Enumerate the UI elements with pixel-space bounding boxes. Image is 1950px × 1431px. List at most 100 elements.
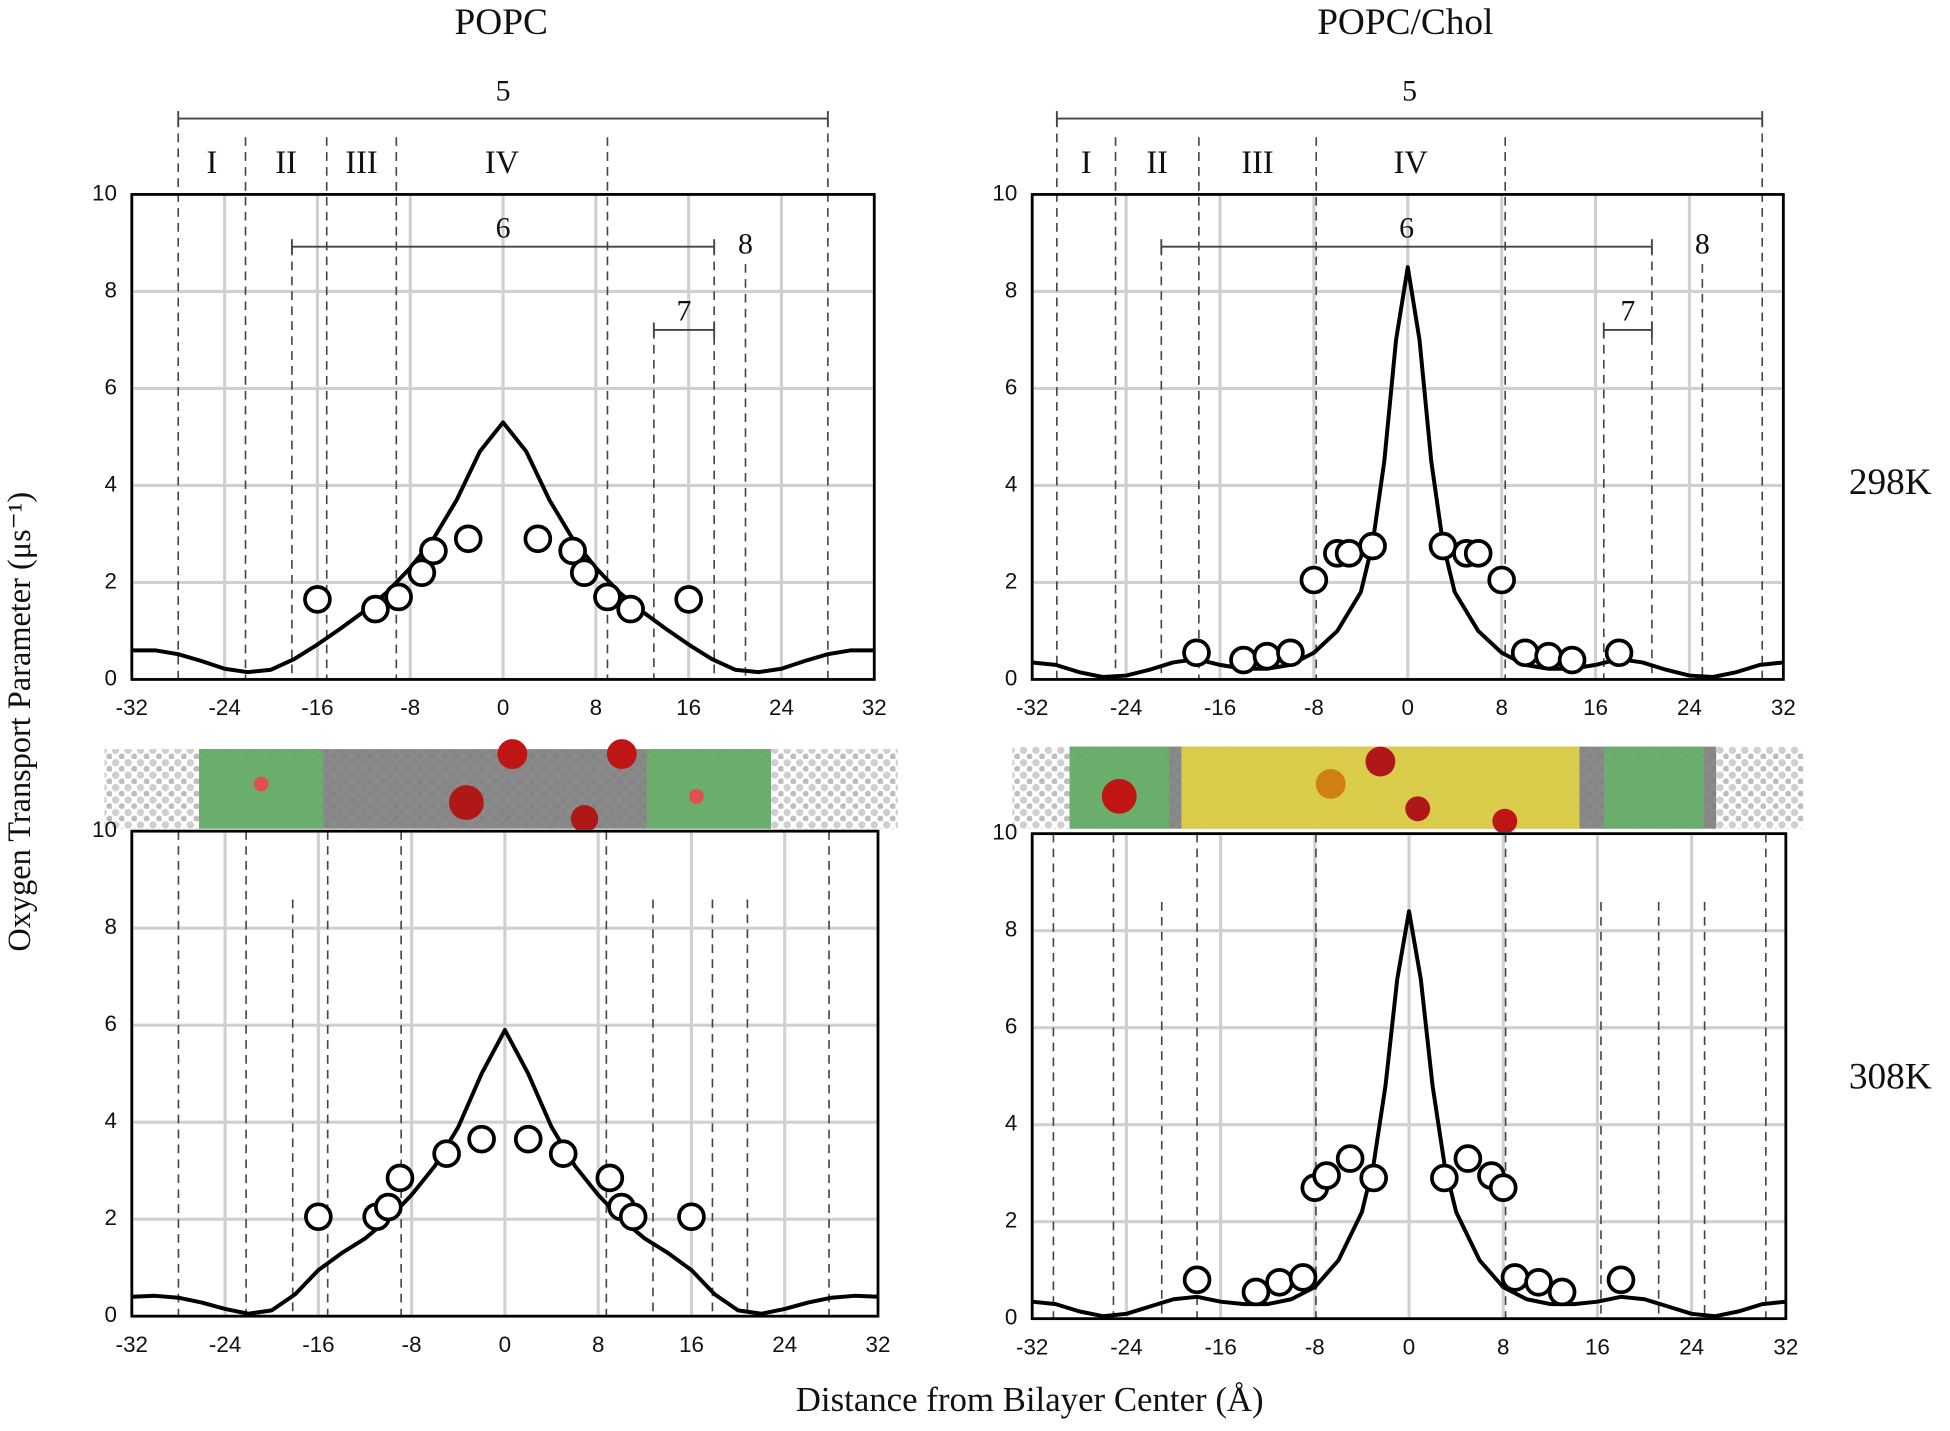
x-tick-label: 0 (1403, 1334, 1415, 1359)
data-point (304, 1202, 333, 1232)
x-tick-label: -16 (1204, 1334, 1236, 1359)
y-tick-label: 10 (992, 820, 1017, 845)
curve (131, 1028, 879, 1316)
x-tick-label: 24 (772, 1332, 797, 1357)
data-point (1229, 645, 1258, 675)
x-tick-label: 0 (497, 695, 509, 720)
data-point (1488, 1173, 1518, 1203)
y-tick-label: 4 (1005, 471, 1017, 496)
x-tick-label: 16 (1585, 1334, 1610, 1359)
x-tick-label: 32 (866, 1332, 891, 1357)
data-point (467, 1124, 496, 1154)
y-tick-label: 2 (1005, 1208, 1017, 1233)
y-tick-label: 6 (1005, 1014, 1017, 1039)
x-axis-label: Distance from Bilayer Center (Å) (796, 1380, 1264, 1419)
data-point (385, 1163, 415, 1193)
column-title: POPC/Chol (1317, 2, 1493, 43)
y-tick-label: 6 (104, 1011, 116, 1036)
data-point (1453, 1144, 1483, 1173)
data-point (374, 1192, 403, 1222)
region-label: I (206, 144, 217, 180)
data-point (1487, 565, 1516, 595)
y-tick-label: 4 (104, 1108, 116, 1133)
y-tick-label: 8 (104, 277, 116, 302)
curve (131, 420, 875, 675)
x-tick-label: -32 (1016, 1334, 1048, 1359)
region-label: II (275, 144, 297, 180)
data-point (432, 1139, 461, 1168)
x-tick-label: -8 (1305, 1334, 1325, 1359)
data-point (1534, 641, 1563, 671)
x-tick-label: -16 (302, 1332, 334, 1357)
region-label: III (1241, 144, 1273, 180)
data-point (1606, 1265, 1636, 1295)
data-point (1547, 1277, 1577, 1307)
x-tick-label: -24 (1110, 1334, 1142, 1359)
curve (1032, 909, 1787, 1319)
data-point (303, 585, 332, 614)
x-tick-label: -24 (208, 695, 240, 720)
y-tick-label: 8 (1005, 277, 1017, 302)
y-tick-label: 8 (1005, 917, 1017, 942)
y-tick-label: 2 (1005, 568, 1017, 593)
x-tick-label: 16 (679, 1332, 704, 1357)
x-tick-label: -32 (116, 695, 148, 720)
x-tick-label: 32 (1771, 695, 1796, 720)
y-tick-label: 10 (92, 180, 117, 205)
x-tick-label: 8 (592, 1332, 604, 1357)
data-point (1182, 638, 1211, 668)
x-tick-label: -32 (116, 1332, 148, 1357)
data-point (616, 594, 645, 624)
region-label: I (1081, 144, 1092, 180)
x-tick-label: 16 (1583, 695, 1608, 720)
span-label: 6 (496, 211, 511, 244)
y-tick-label: 8 (104, 914, 116, 939)
data-point (1334, 539, 1364, 568)
y-tick-label: 10 (92, 817, 117, 842)
data-point (419, 536, 448, 566)
region-label: IV (485, 144, 519, 180)
x-tick-label: 32 (862, 695, 887, 720)
data-point (569, 558, 599, 588)
x-tick-label: -16 (1204, 695, 1236, 720)
curve (1032, 265, 1784, 679)
data-point (558, 536, 587, 566)
column-title: POPC (455, 2, 548, 43)
data-point (1335, 1144, 1365, 1173)
data-point (1312, 1161, 1341, 1190)
y-tick-label: 4 (1005, 1111, 1017, 1136)
data-point (1428, 531, 1458, 561)
region-label: IV (1394, 144, 1428, 180)
x-tick-label: -8 (400, 695, 420, 720)
y-tick-label: 0 (104, 665, 116, 690)
data-point (677, 1202, 706, 1232)
x-tick-label: -8 (1304, 695, 1324, 720)
data-point (1241, 1277, 1271, 1307)
span-label: 7 (1620, 295, 1635, 328)
span-label: 5 (1402, 75, 1417, 108)
plot-frame (1030, 832, 1788, 1321)
x-tick-label: 24 (1679, 1334, 1704, 1359)
x-tick-label: 8 (590, 695, 602, 720)
y-tick-label: 2 (104, 568, 116, 593)
x-tick-label: 16 (676, 695, 701, 720)
x-tick-label: 0 (499, 1332, 511, 1357)
data-point (1182, 1265, 1212, 1295)
data-point (1288, 1263, 1318, 1292)
y-axis-label: Oxygen Transport Parameter (μs⁻¹) (1, 492, 37, 952)
y-tick-label: 10 (992, 180, 1017, 205)
data-point (618, 1202, 648, 1232)
x-tick-label: 8 (1495, 695, 1507, 720)
data-point (1604, 638, 1634, 668)
y-tick-label: 0 (104, 1302, 116, 1327)
plot-frame (1030, 193, 1785, 681)
x-tick-label: -16 (301, 695, 333, 720)
span-label: 6 (1399, 211, 1414, 244)
row-label: 308K (1849, 1056, 1932, 1097)
molecule-snapshot (104, 739, 1804, 834)
y-tick-label: 4 (104, 471, 116, 496)
data-point (674, 585, 703, 614)
data-point (384, 582, 413, 612)
y-tick-label: 0 (1005, 1305, 1017, 1330)
data-point (1299, 565, 1329, 595)
